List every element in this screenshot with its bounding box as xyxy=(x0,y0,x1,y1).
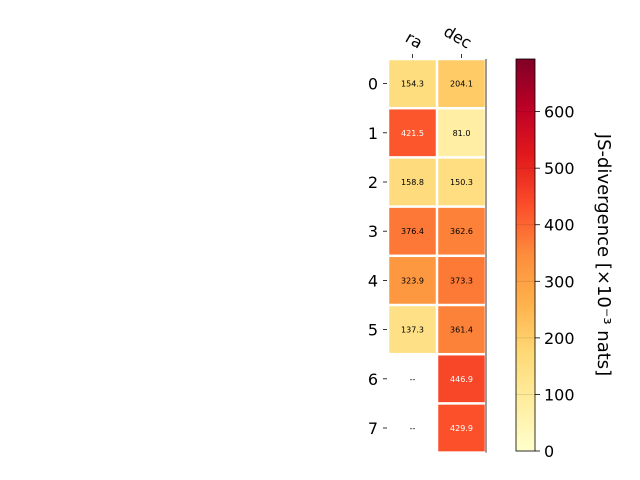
row-tick-label: 7 xyxy=(368,419,378,438)
cell-label: 362.6 xyxy=(450,227,473,236)
cell-label: 361.4 xyxy=(450,326,473,335)
row-tick-label: 4 xyxy=(368,271,378,290)
heatmap-cell xyxy=(438,60,485,107)
cell-label-missing: -- xyxy=(410,424,416,433)
column-tick-label: dec xyxy=(441,22,475,53)
heatmap-cell xyxy=(389,109,436,157)
colorbar-gradient xyxy=(515,58,536,452)
heatmap-cell xyxy=(389,60,436,107)
row-tick-label: 3 xyxy=(368,222,378,241)
colorbar-tick-label: 200 xyxy=(544,329,575,348)
heatmap-cell xyxy=(389,207,436,255)
cell-label: 376.4 xyxy=(401,227,424,236)
heatmap-cell xyxy=(438,404,485,452)
cell-label: 429.9 xyxy=(450,424,473,433)
colorbar-label: JS-divergence [×10⁻³ nats] xyxy=(593,133,614,376)
heatmap-cell xyxy=(438,306,485,353)
cell-label: 204.1 xyxy=(450,80,473,89)
heatmap-cell xyxy=(438,257,485,304)
cell-label: 323.9 xyxy=(401,276,424,285)
heatmap-cell xyxy=(389,306,436,353)
row-tick-label: 0 xyxy=(368,75,378,94)
row-tick-label: 1 xyxy=(368,124,378,143)
heatmap-cell xyxy=(438,109,485,157)
cell-label: 373.3 xyxy=(450,276,473,285)
colorbar: 0 100 200 300 400 500 600 JS-divergence [×10⁻³ … xyxy=(515,58,614,461)
cell-label: 446.9 xyxy=(450,375,473,384)
cell-label: 81.0 xyxy=(453,129,471,138)
colorbar-tick-label: 500 xyxy=(544,159,575,178)
cell-label: 137.3 xyxy=(401,326,424,335)
heatmap-cell xyxy=(438,355,485,403)
row-tick-label: 5 xyxy=(368,321,378,340)
cell-label: 158.8 xyxy=(401,178,424,187)
colorbar-tick-label: 600 xyxy=(544,103,575,122)
colorbar-tick-label: 100 xyxy=(544,385,575,404)
cell-label: 421.5 xyxy=(401,129,424,138)
heatmap-cell xyxy=(438,207,485,255)
row-tick-label: 6 xyxy=(368,370,378,389)
heatmap-grid: 154.3 204.1 421.5 81.0 158.8 150.3 376.4 362.6 3… xyxy=(389,60,485,452)
cell-label: 154.3 xyxy=(401,80,424,89)
heatmap-cell xyxy=(438,158,485,206)
heatmap-cell xyxy=(389,158,436,206)
heatmap-cell xyxy=(389,257,436,304)
colorbar-tick-label: 400 xyxy=(544,216,575,235)
row-tick-label: 2 xyxy=(368,173,378,192)
column-tick-label: ra xyxy=(402,28,426,53)
cell-label-missing: -- xyxy=(410,375,416,384)
colorbar-tick-label: 300 xyxy=(544,272,575,291)
cell-label: 150.3 xyxy=(450,178,473,187)
colorbar-tick-label: 0 xyxy=(544,442,554,461)
